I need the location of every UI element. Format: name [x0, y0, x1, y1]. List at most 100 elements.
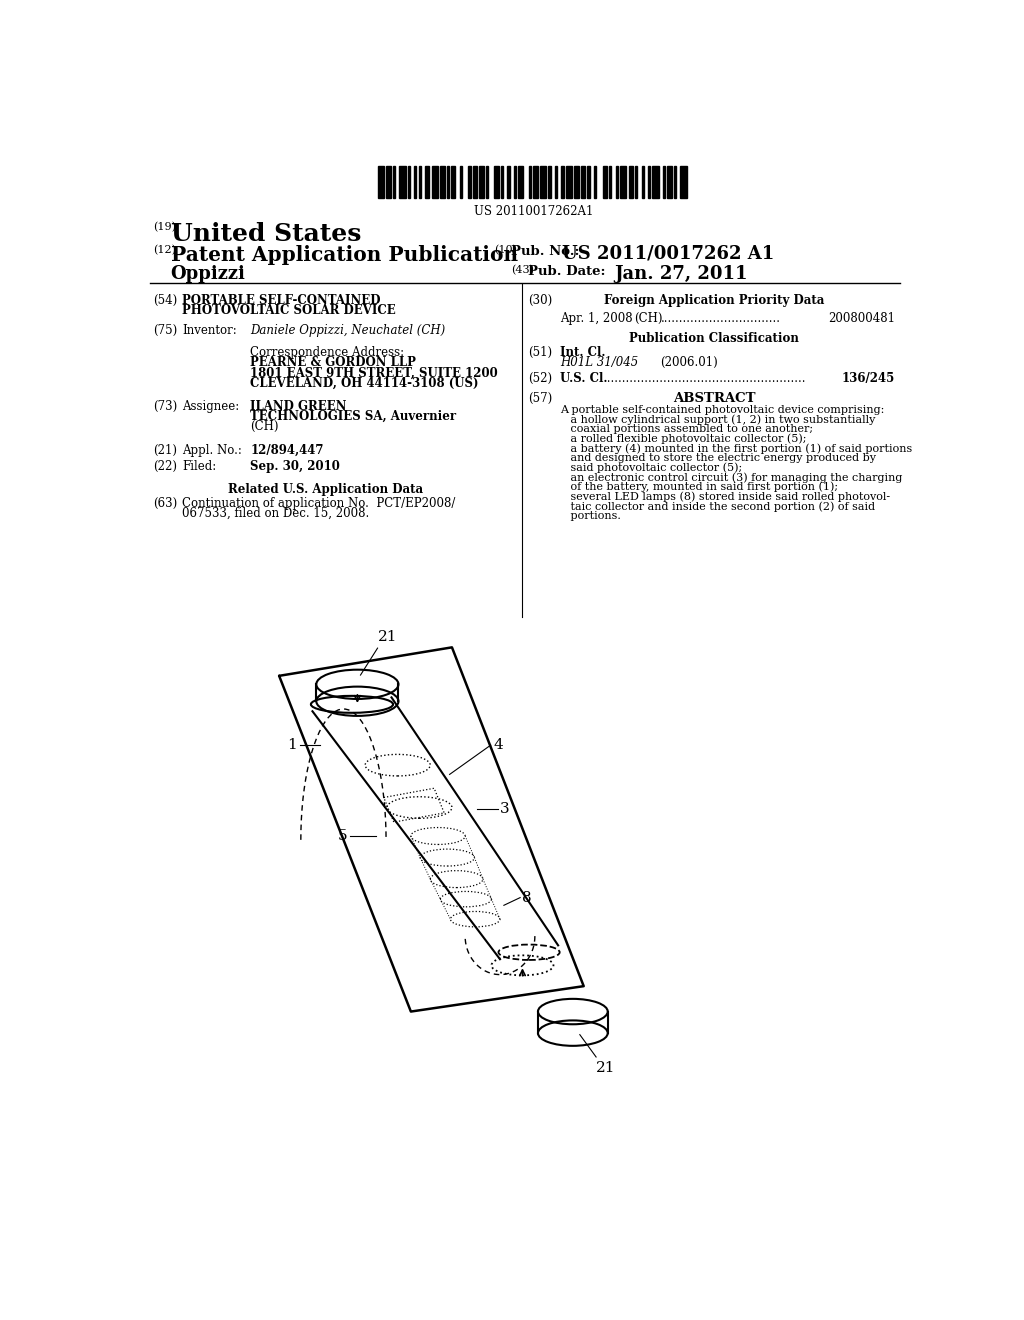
Text: ABSTRACT: ABSTRACT — [673, 392, 755, 405]
Text: 200800481: 200800481 — [828, 313, 895, 326]
Text: 1801 EAST 9TH STREET, SUITE 1200: 1801 EAST 9TH STREET, SUITE 1200 — [251, 367, 499, 379]
Text: 21: 21 — [378, 630, 397, 644]
Bar — [581, 166, 586, 198]
Bar — [408, 166, 410, 198]
Text: of the battery, mounted in said first portion (1);: of the battery, mounted in said first po… — [560, 482, 839, 492]
Text: (43): (43) — [511, 264, 534, 275]
Text: coaxial portions assembled to one another;: coaxial portions assembled to one anothe… — [560, 424, 814, 434]
Bar — [574, 166, 579, 198]
Text: a rolled flexible photovoltaic collector (5);: a rolled flexible photovoltaic collector… — [560, 434, 807, 445]
Text: (22): (22) — [153, 461, 177, 474]
Text: 067533, filed on Dec. 15, 2008.: 067533, filed on Dec. 15, 2008. — [182, 507, 370, 520]
Text: Publication Classification: Publication Classification — [629, 331, 799, 345]
Bar — [561, 166, 563, 198]
Text: (63): (63) — [153, 498, 177, 511]
Text: a battery (4) mounted in the first portion (1) of said portions: a battery (4) mounted in the first porti… — [560, 444, 912, 454]
Text: US 2011/0017262 A1: US 2011/0017262 A1 — [562, 244, 774, 263]
Text: (12): (12) — [153, 244, 176, 255]
Text: TECHNOLOGIES SA, Auvernier: TECHNOLOGIES SA, Auvernier — [251, 411, 457, 424]
Bar — [378, 166, 384, 198]
Bar — [432, 166, 438, 198]
Text: (2006.01): (2006.01) — [659, 356, 718, 370]
Bar — [540, 166, 547, 198]
Text: and designed to store the electric energy produced by: and designed to store the electric energ… — [560, 453, 877, 463]
Bar — [514, 166, 516, 198]
Text: (CH): (CH) — [634, 313, 663, 326]
Bar — [440, 166, 444, 198]
Text: (10): (10) — [494, 244, 517, 255]
Bar — [615, 166, 617, 198]
Bar — [594, 166, 596, 198]
Text: 8: 8 — [521, 891, 531, 904]
Text: 12/894,447: 12/894,447 — [251, 444, 324, 457]
Bar — [534, 166, 538, 198]
Text: (21): (21) — [153, 444, 177, 457]
Text: PHOTOVOLTAIC SOLAR DEVICE: PHOTOVOLTAIC SOLAR DEVICE — [182, 304, 396, 317]
Bar — [664, 166, 666, 198]
Bar — [501, 166, 503, 198]
Text: .....................................................: ........................................… — [603, 372, 806, 384]
Text: (51): (51) — [528, 346, 552, 359]
Text: (30): (30) — [528, 294, 552, 308]
Bar — [386, 166, 390, 198]
Text: Inventor:: Inventor: — [182, 323, 237, 337]
Bar — [680, 166, 687, 198]
Bar — [629, 166, 633, 198]
Bar — [641, 166, 644, 198]
Text: Int. Cl.: Int. Cl. — [560, 346, 606, 359]
Text: PEARNE & GORDON LLP: PEARNE & GORDON LLP — [251, 356, 417, 370]
Text: H01L 31/045: H01L 31/045 — [560, 356, 639, 370]
Bar — [507, 166, 510, 198]
Bar — [399, 166, 406, 198]
Bar — [648, 166, 650, 198]
Bar — [479, 166, 483, 198]
Text: Appl. No.:: Appl. No.: — [182, 444, 242, 457]
Bar — [620, 166, 627, 198]
Bar — [566, 166, 572, 198]
Text: CLEVELAND, OH 44114-3108 (US): CLEVELAND, OH 44114-3108 (US) — [251, 376, 479, 389]
Bar — [425, 166, 429, 198]
Bar — [668, 166, 672, 198]
Text: (73): (73) — [153, 400, 177, 413]
Text: Jan. 27, 2011: Jan. 27, 2011 — [614, 264, 749, 282]
Bar — [609, 166, 611, 198]
Text: United States: United States — [171, 222, 361, 246]
Text: 1: 1 — [287, 738, 297, 752]
Bar — [468, 166, 471, 198]
Text: 5: 5 — [338, 829, 347, 843]
Bar — [473, 166, 477, 198]
Text: said photovoltaic collector (5);: said photovoltaic collector (5); — [560, 462, 742, 473]
Text: U.S. Cl.: U.S. Cl. — [560, 372, 608, 384]
Text: Foreign Application Priority Data: Foreign Application Priority Data — [604, 294, 824, 308]
Text: 3: 3 — [500, 803, 510, 816]
Bar — [518, 166, 522, 198]
Text: (CH): (CH) — [251, 420, 279, 433]
Text: Oppizzi: Oppizzi — [171, 264, 246, 282]
Text: Related U.S. Application Data: Related U.S. Application Data — [228, 483, 423, 496]
Bar — [446, 166, 449, 198]
Text: (54): (54) — [153, 294, 177, 308]
Bar — [555, 166, 557, 198]
Bar — [392, 166, 395, 198]
Text: ILAND GREEN: ILAND GREEN — [251, 400, 347, 413]
Bar — [652, 166, 658, 198]
Text: several LED lamps (8) stored inside said rolled photovol-: several LED lamps (8) stored inside said… — [560, 491, 891, 502]
Text: Patent Application Publication: Patent Application Publication — [171, 244, 518, 264]
Text: Continuation of application No.  PCT/EP2008/: Continuation of application No. PCT/EP20… — [182, 498, 456, 511]
Text: (57): (57) — [528, 392, 552, 405]
Text: Sep. 30, 2010: Sep. 30, 2010 — [251, 461, 340, 474]
Bar — [635, 166, 637, 198]
Text: (75): (75) — [153, 323, 177, 337]
Text: Pub. Date:: Pub. Date: — [528, 264, 605, 277]
Text: (52): (52) — [528, 372, 552, 384]
Text: 21: 21 — [596, 1061, 615, 1074]
Text: Apr. 1, 2008: Apr. 1, 2008 — [560, 313, 633, 326]
Bar — [415, 166, 417, 198]
Text: PORTABLE SELF-CONTAINED: PORTABLE SELF-CONTAINED — [182, 294, 381, 308]
Bar — [452, 166, 456, 198]
Text: A portable self-contained photovoltaic device comprising:: A portable self-contained photovoltaic d… — [560, 405, 885, 414]
Text: US 20110017262A1: US 20110017262A1 — [474, 205, 593, 218]
Bar — [549, 166, 551, 198]
Text: portions.: portions. — [560, 511, 622, 520]
Text: ................................: ................................ — [662, 313, 781, 326]
